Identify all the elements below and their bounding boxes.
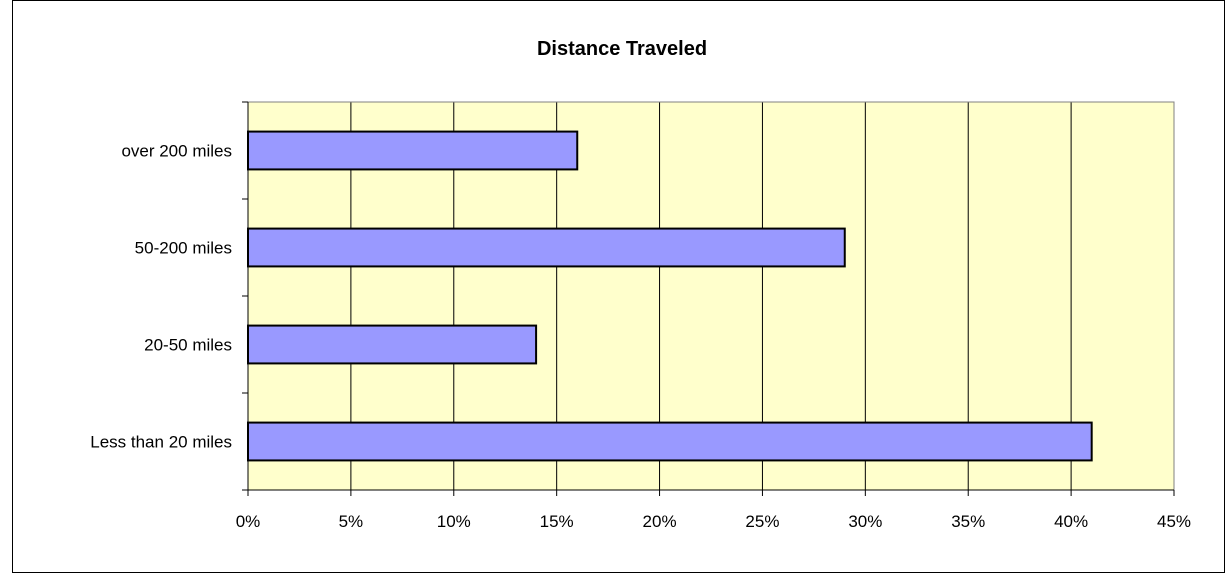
plot-area: 0% 5% 10% 15% 20% 25% 30% 35% 40% 45% Less than 20…	[90, 101, 1191, 531]
x-tick-label-9: 45%	[1157, 512, 1191, 531]
x-tick-label-5: 25%	[745, 512, 779, 531]
category-label-3: over 200 miles	[121, 142, 232, 161]
x-tick-label-8: 40%	[1054, 512, 1088, 531]
x-tick-label-2: 10%	[437, 512, 471, 531]
x-tick-label-6: 30%	[848, 512, 882, 531]
x-tick-label-0: 0%	[236, 512, 261, 531]
bar-2	[247, 227, 846, 268]
x-tick-label-1: 5%	[339, 512, 364, 531]
bar-0	[247, 421, 1093, 462]
x-tick-label-3: 15%	[540, 512, 574, 531]
x-tick-label-4: 20%	[643, 512, 677, 531]
category-label-2: 50-200 miles	[135, 239, 232, 258]
bar-3	[247, 130, 579, 171]
category-label-0: Less than 20 miles	[90, 433, 232, 452]
chart-title: Distance Traveled	[537, 38, 707, 60]
bar-1	[247, 324, 538, 365]
category-label-1: 20-50 miles	[144, 336, 232, 355]
x-tick-label-7: 35%	[951, 512, 985, 531]
